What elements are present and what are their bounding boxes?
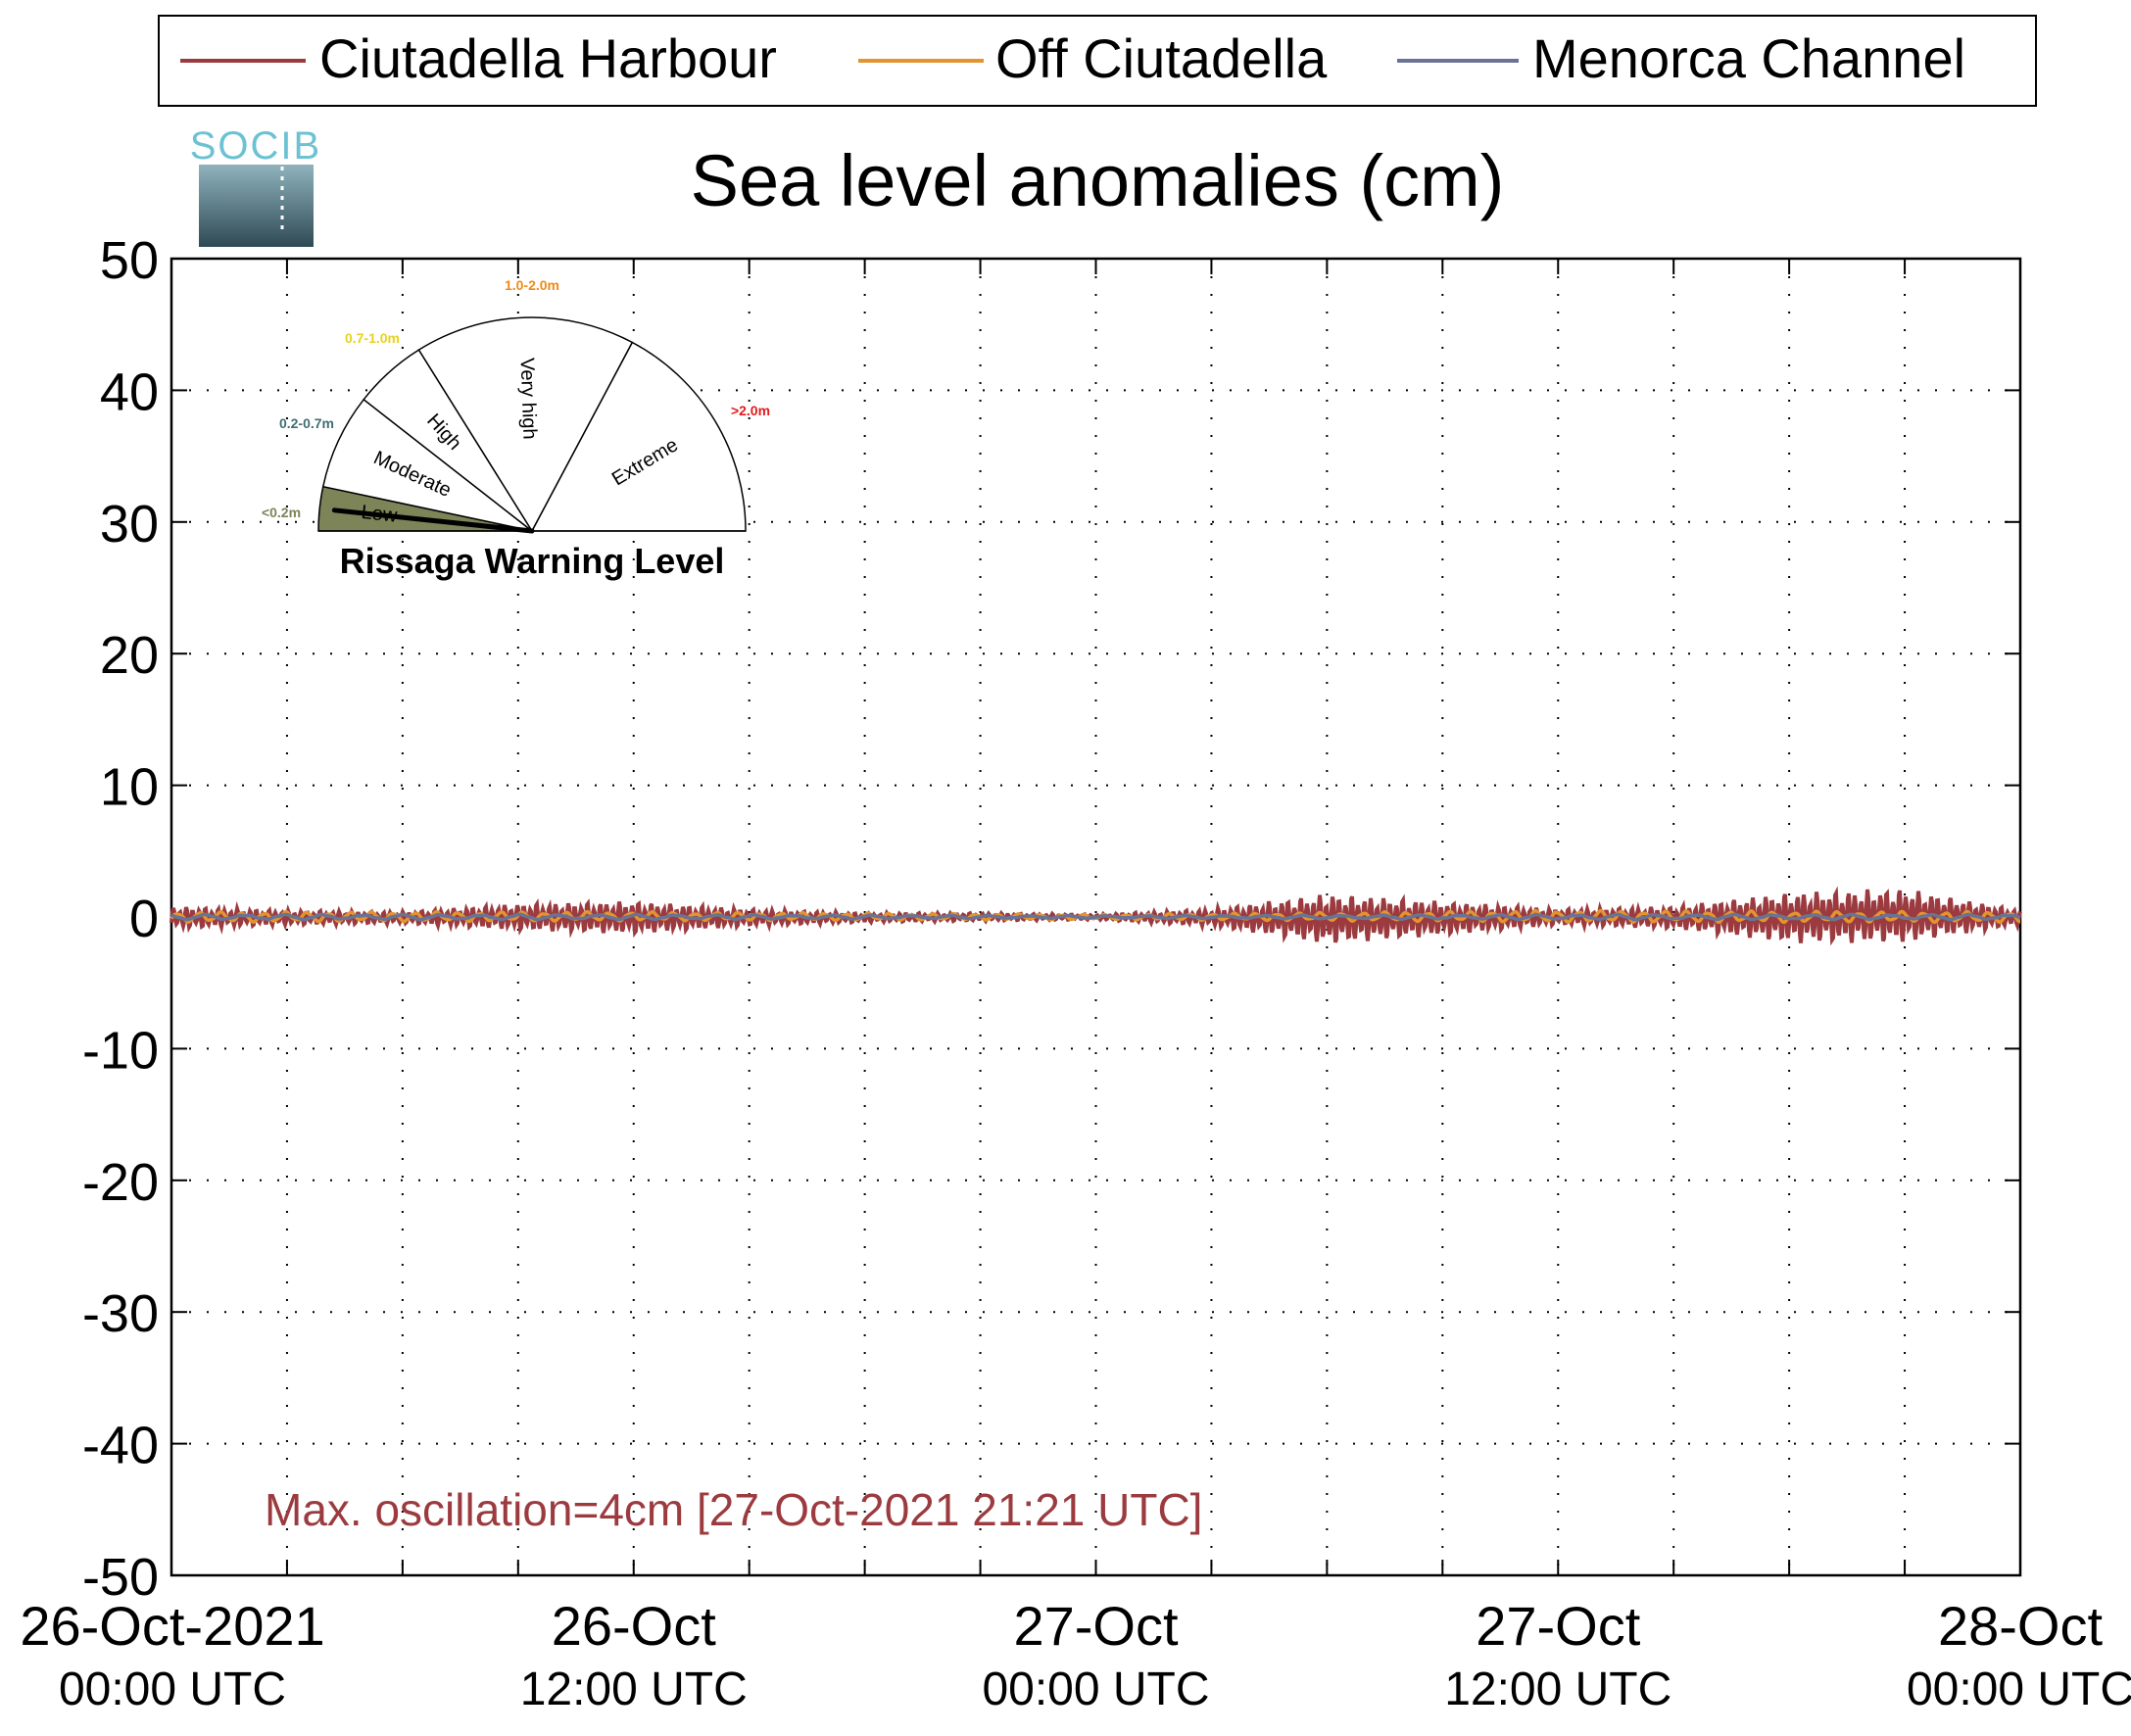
- gauge-range-label: 0.2-0.7m: [279, 415, 334, 431]
- y-tick-label: -30: [82, 1284, 159, 1343]
- y-tick-label: 40: [100, 362, 159, 421]
- legend-label-off-ciutadella: Off Ciutadella: [995, 27, 1328, 89]
- x-tick-label-time: 12:00 UTC: [520, 1664, 748, 1715]
- y-tick-label: 20: [100, 626, 159, 685]
- x-tick-label-date: 27-Oct: [1013, 1595, 1178, 1657]
- gauge-sector-extreme: [530, 341, 747, 532]
- gauge-needle: [331, 507, 535, 534]
- gauge-range-label: 1.0-2.0m: [505, 277, 559, 293]
- socib-logo: SOCIB: [190, 124, 321, 247]
- logo-text: SOCIB: [190, 124, 321, 168]
- y-tick-label: -20: [82, 1153, 159, 1212]
- x-tick-label-date: 26-Oct: [552, 1595, 716, 1657]
- y-tick-label: 10: [100, 758, 159, 817]
- plot-area: 50 40 30 20 10 0 -10 -20 -30 -40 -50 26-Oct-2021 00…: [20, 231, 2131, 1715]
- x-tick-label-time: 12:00 UTC: [1444, 1664, 1671, 1715]
- x-tick-label-date: 26-Oct-2021: [20, 1595, 324, 1657]
- y-tick-label: -40: [82, 1417, 159, 1475]
- legend: Ciutadella Harbour Off Ciutadella Menorc…: [158, 15, 2037, 107]
- legend-label-menorca-channel: Menorca Channel: [1532, 27, 1965, 89]
- y-tick-label: 50: [100, 231, 159, 290]
- y-tick-label: 30: [100, 495, 159, 554]
- gauge-title: Rissaga Warning Level: [340, 541, 725, 581]
- y-tick-label: 0: [129, 890, 159, 948]
- gauge-sector-very-high: [417, 316, 634, 533]
- gauge-sector-moderate: [321, 398, 533, 532]
- series-lines: [170, 886, 2022, 946]
- gauge-range-label: 0.7-1.0m: [345, 330, 400, 346]
- x-tick-label-time: 00:00 UTC: [59, 1664, 286, 1715]
- y-tick-label: -50: [82, 1548, 159, 1607]
- rissaga-gauge: LowModerateHighVery highExtreme<0.2m0.2-…: [262, 277, 770, 581]
- x-tick-label-date: 27-Oct: [1476, 1595, 1640, 1657]
- y-tick-labels: 50 40 30 20 10 0 -10 -20 -30 -40 -50: [82, 231, 159, 1607]
- axis-ticks: [171, 258, 2020, 1576]
- max-oscillation-annotation: Max. oscillation=4cm [27-Oct-2021 21:21 …: [265, 1484, 1202, 1535]
- x-tick-label-time: 00:00 UTC: [982, 1664, 1209, 1715]
- logo-water-block: [199, 165, 314, 247]
- legend-label-ciutadella-harbour: Ciutadella Harbour: [319, 27, 777, 89]
- series-line-menorca-channel: [170, 912, 2021, 922]
- y-tick-label: -10: [82, 1021, 159, 1080]
- x-tick-label-time: 00:00 UTC: [1907, 1664, 2131, 1715]
- legend-frame: [158, 15, 2037, 107]
- chart-title: Sea level anomalies (cm): [691, 140, 1505, 221]
- x-tick-label-date: 28-Oct: [1938, 1595, 2103, 1657]
- gauge-sector-label: Very high: [516, 358, 541, 440]
- x-tick-labels: 26-Oct-2021 00:00 UTC 26-Oct 12:00 UTC 27-Oc…: [20, 1595, 2131, 1715]
- gauge-range-label: <0.2m: [262, 505, 301, 520]
- gauge-range-label: >2.0m: [731, 403, 770, 418]
